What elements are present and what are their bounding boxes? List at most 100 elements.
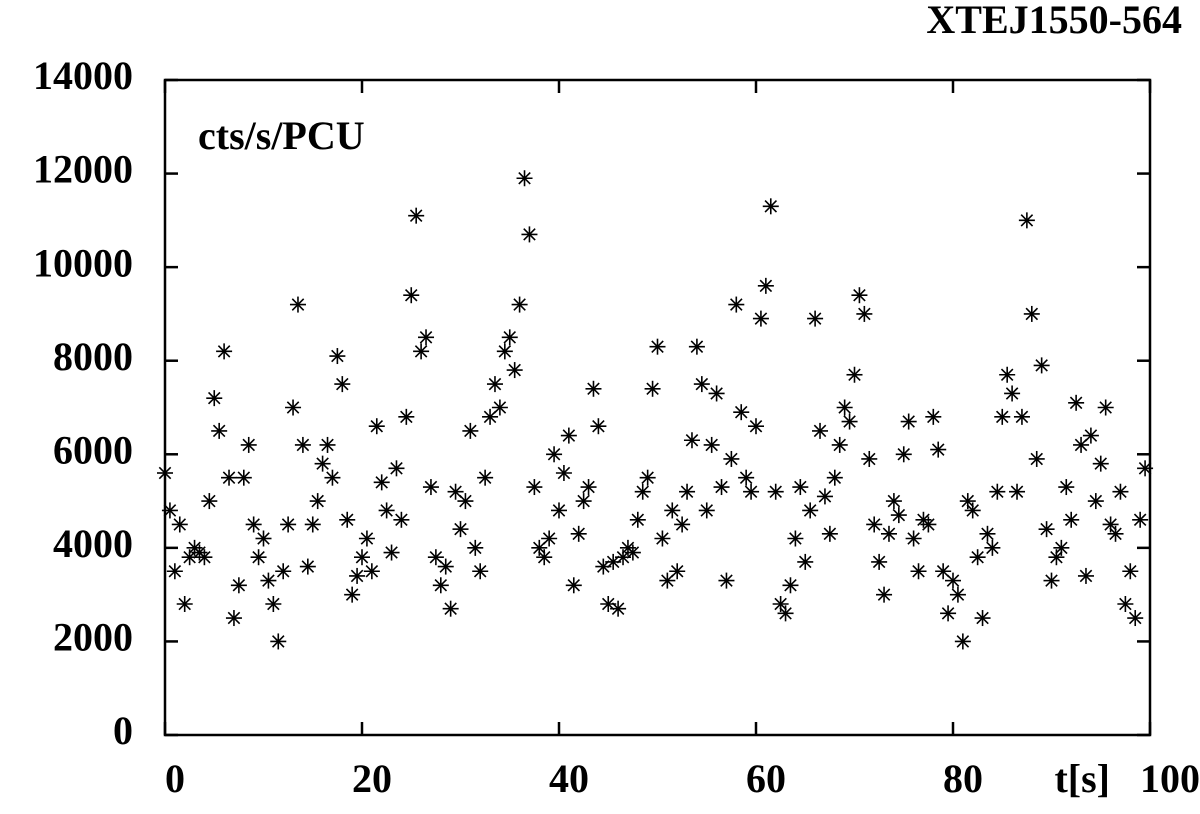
marker-stroke xyxy=(168,564,182,578)
data-point xyxy=(304,516,321,533)
marker-stroke xyxy=(257,532,270,545)
marker-stroke xyxy=(754,312,768,325)
marker-stroke xyxy=(912,564,925,578)
data-point xyxy=(895,446,912,463)
marker-stroke xyxy=(710,387,723,400)
data-point xyxy=(1073,436,1090,453)
marker-stroke xyxy=(616,550,630,564)
marker-stroke xyxy=(759,279,773,293)
data-point xyxy=(255,530,272,547)
marker-stroke xyxy=(1128,611,1142,625)
data-point xyxy=(1117,596,1134,612)
marker-stroke xyxy=(631,513,645,527)
marker-stroke xyxy=(601,597,615,611)
data-point xyxy=(683,432,700,449)
marker-stroke xyxy=(1045,574,1058,587)
marker-stroke xyxy=(395,513,408,527)
data-point xyxy=(792,479,809,496)
marker-stroke xyxy=(626,546,640,559)
marker-stroke xyxy=(592,419,605,433)
marker-stroke xyxy=(813,424,827,438)
marker-stroke xyxy=(1020,214,1034,227)
data-point xyxy=(738,469,755,486)
data-point xyxy=(1127,610,1144,627)
marker-stroke xyxy=(1138,462,1152,475)
marker-stroke xyxy=(848,368,861,382)
marker-stroke xyxy=(464,424,477,438)
marker-stroke xyxy=(695,377,709,391)
marker-stroke xyxy=(670,564,684,578)
data-point xyxy=(472,563,489,580)
data-point xyxy=(851,287,868,304)
marker-stroke xyxy=(803,504,817,517)
data-point xyxy=(880,525,897,542)
marker-stroke xyxy=(858,307,871,321)
marker-stroke xyxy=(473,564,487,578)
data-point xyxy=(437,558,454,575)
data-point xyxy=(1082,427,1099,444)
marker-stroke xyxy=(902,415,915,428)
marker-stroke xyxy=(222,471,236,484)
x-tick-label: 20 xyxy=(352,756,392,801)
data-point xyxy=(575,493,592,510)
data-point xyxy=(555,465,572,481)
marker-stroke xyxy=(306,518,320,531)
marker-stroke xyxy=(562,429,576,442)
marker-stroke xyxy=(661,574,674,587)
marker-stroke xyxy=(971,550,984,564)
marker-stroke xyxy=(419,331,433,344)
y-tick-label: 6000 xyxy=(53,427,133,472)
marker-stroke xyxy=(1089,494,1103,508)
data-point xyxy=(206,390,223,407)
data-point xyxy=(1132,511,1149,528)
marker-stroke xyxy=(734,405,748,419)
marker-stroke xyxy=(725,452,738,466)
marker-stroke xyxy=(321,438,334,452)
data-point xyxy=(797,553,814,570)
data-point xyxy=(846,366,863,383)
marker-stroke xyxy=(690,340,704,353)
y-tick-label: 14000 xyxy=(33,53,133,98)
marker-stroke xyxy=(469,541,482,555)
data-point xyxy=(1137,460,1154,477)
data-point xyxy=(314,455,331,472)
marker-stroke xyxy=(365,564,379,578)
marker-stroke xyxy=(794,480,807,494)
marker-stroke xyxy=(744,485,758,498)
data-point xyxy=(812,422,829,439)
data-point xyxy=(580,479,597,496)
marker-stroke xyxy=(956,635,970,648)
data-point xyxy=(432,577,449,594)
marker-stroke xyxy=(789,532,802,545)
marker-stroke xyxy=(272,635,285,648)
data-point xyxy=(945,572,961,589)
data-point xyxy=(590,418,607,435)
data-point xyxy=(703,436,720,453)
marker-stroke xyxy=(434,579,448,592)
data-point xyxy=(1058,479,1075,496)
data-point xyxy=(841,413,858,430)
y-tick-label: 10000 xyxy=(33,240,133,285)
marker-stroke xyxy=(242,438,255,452)
data-point xyxy=(974,610,991,627)
marker-stroke xyxy=(867,518,881,531)
data-point xyxy=(816,488,833,505)
marker-stroke xyxy=(951,588,965,601)
marker-stroke xyxy=(1069,396,1083,410)
marker-stroke xyxy=(1030,452,1043,466)
marker-stroke xyxy=(863,452,876,466)
marker-stroke xyxy=(1025,307,1039,321)
data-point xyxy=(1043,572,1060,589)
data-point xyxy=(373,474,390,491)
data-point xyxy=(442,600,459,617)
marker-stroke xyxy=(587,382,600,396)
marker-stroke xyxy=(296,438,310,452)
data-point xyxy=(1004,385,1021,402)
data-point xyxy=(885,493,902,510)
data-point xyxy=(349,567,366,584)
data-point xyxy=(669,563,686,580)
marker-stroke xyxy=(1079,569,1093,583)
marker-stroke xyxy=(173,518,187,531)
data-point xyxy=(910,563,927,580)
marker-stroke xyxy=(286,401,300,414)
